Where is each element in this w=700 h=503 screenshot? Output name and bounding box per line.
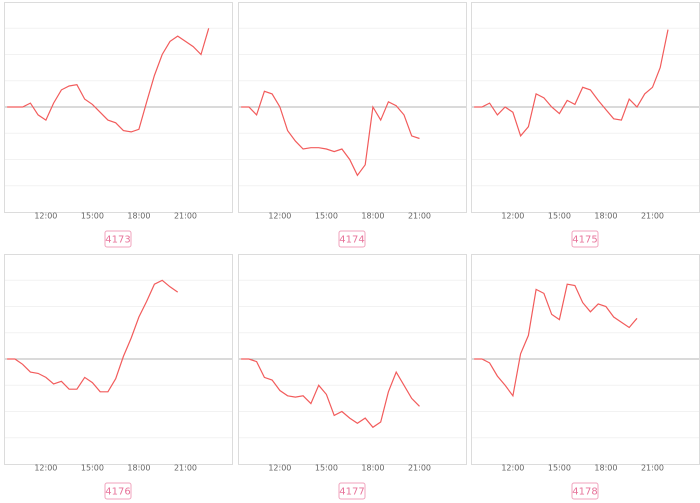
title-box xyxy=(571,230,599,248)
chart-title: 4174 xyxy=(339,235,364,246)
x-tick-label: 12:00 xyxy=(34,464,57,473)
x-tick-label: 15:00 xyxy=(548,212,571,221)
data-line xyxy=(241,90,420,177)
x-tick-label: 15:00 xyxy=(548,464,571,473)
chart-title: 4176 xyxy=(105,487,130,498)
x-tick-label: 12:00 xyxy=(268,464,291,473)
x-tick-label: 18:00 xyxy=(594,212,617,221)
chart-title: 4173 xyxy=(105,235,130,246)
x-tick-label: 12:00 xyxy=(34,212,57,221)
x-tick-label: 18:00 xyxy=(127,464,150,473)
x-tick-label: 21:00 xyxy=(408,212,431,221)
data-line xyxy=(474,283,638,398)
title-box xyxy=(104,230,132,248)
x-tick-label: 18:00 xyxy=(361,212,384,221)
data-line xyxy=(241,358,420,429)
x-tick-label: 15:00 xyxy=(81,212,104,221)
x-tick-label: 18:00 xyxy=(361,464,384,473)
x-tick-label: 15:00 xyxy=(315,212,338,221)
x-tick-label: 21:00 xyxy=(174,212,197,221)
title-box xyxy=(104,482,132,500)
x-tick-label: 15:00 xyxy=(81,464,104,473)
x-tick-label: 21:00 xyxy=(408,464,431,473)
data-line xyxy=(474,29,669,138)
title-box xyxy=(338,482,366,500)
data-line xyxy=(7,28,210,133)
x-tick-label: 18:00 xyxy=(594,464,617,473)
chart-title: 4178 xyxy=(572,487,597,498)
title-box xyxy=(338,230,366,248)
title-box xyxy=(571,482,599,500)
chart-title: 4177 xyxy=(339,487,364,498)
data-line xyxy=(7,279,179,393)
x-tick-label: 12:00 xyxy=(501,464,524,473)
x-tick-label: 12:00 xyxy=(268,212,291,221)
x-tick-label: 21:00 xyxy=(174,464,197,473)
chart-title: 4175 xyxy=(572,235,597,246)
x-tick-label: 21:00 xyxy=(641,212,664,221)
x-tick-label: 15:00 xyxy=(315,464,338,473)
x-tick-label: 21:00 xyxy=(641,464,664,473)
x-tick-label: 12:00 xyxy=(501,212,524,221)
x-tick-label: 18:00 xyxy=(127,212,150,221)
